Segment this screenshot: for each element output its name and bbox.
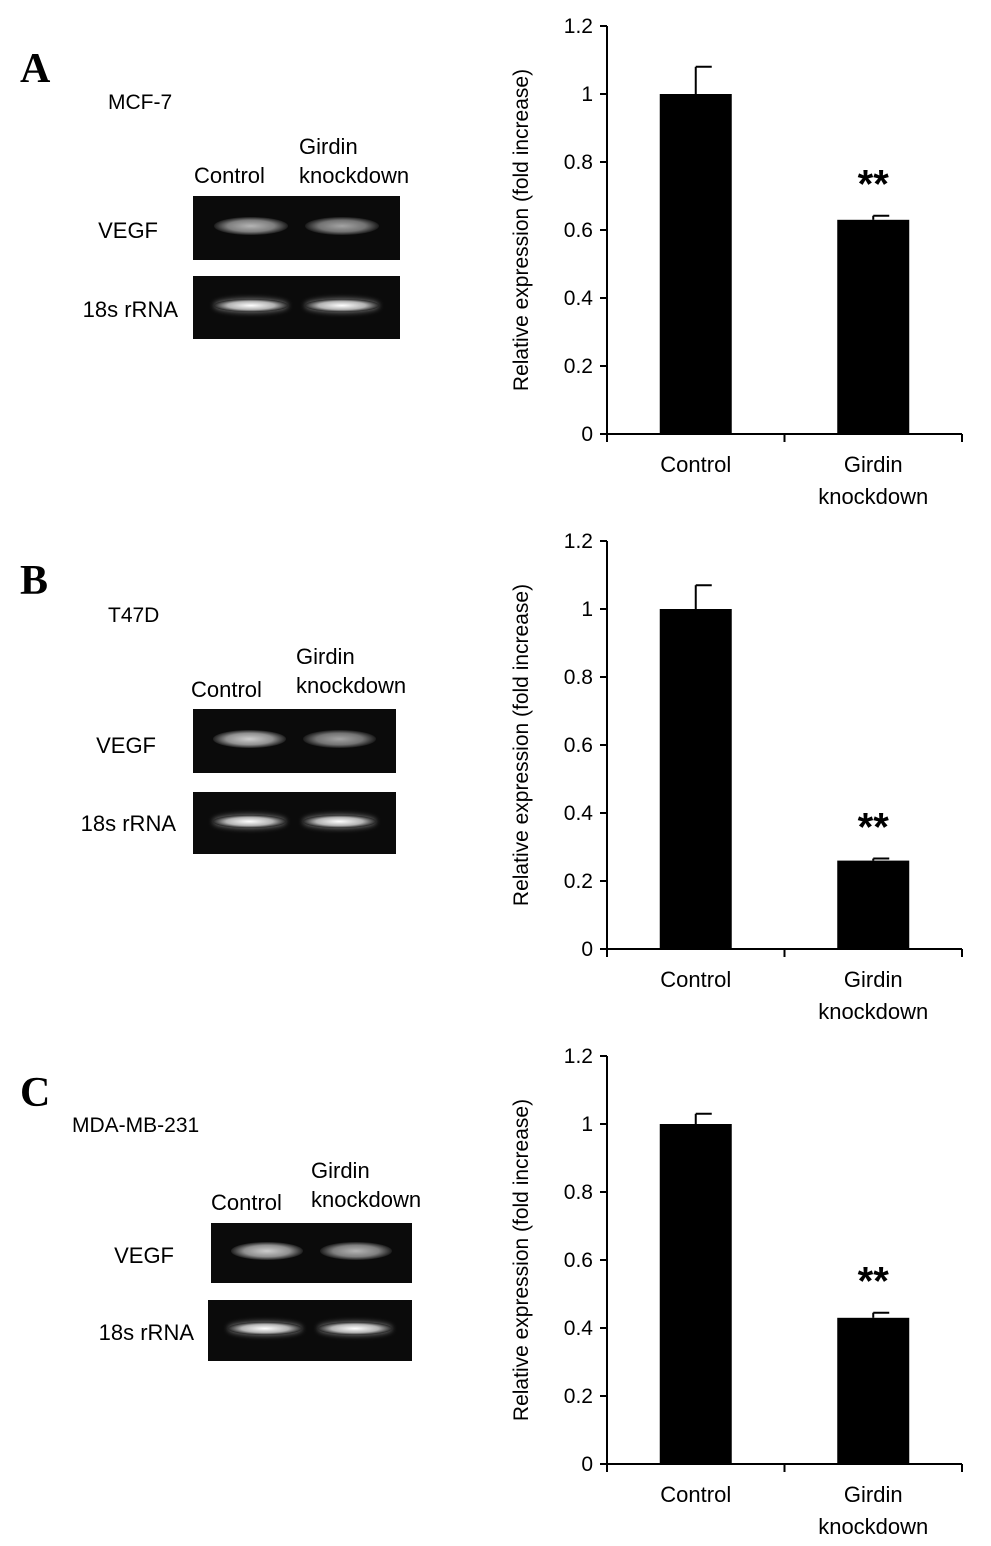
cell-line-label: MDA-MB-231 xyxy=(72,1114,200,1137)
significance-marker: ** xyxy=(858,1260,890,1304)
y-axis-label: Relative expression (fold increase) xyxy=(510,1099,533,1421)
gel-band xyxy=(302,814,376,828)
bar xyxy=(659,609,732,949)
y-tick-label: 0.6 xyxy=(564,219,593,242)
x-tick-label: Girdin xyxy=(844,452,903,477)
gel-column-knockdown: Girdin knockdown xyxy=(311,1156,421,1214)
gel-column-knockdown-line2: knockdown xyxy=(311,1187,422,1212)
gel-band xyxy=(319,1242,392,1260)
y-tick-label: 0.2 xyxy=(564,355,593,378)
gel-row-label-18s: 18s rRNA xyxy=(82,297,178,322)
y-tick-label: 0.8 xyxy=(564,1181,593,1204)
panel-letter: B xyxy=(20,558,49,604)
gel-image-vegf xyxy=(193,196,400,260)
gel-band xyxy=(213,217,289,235)
bar xyxy=(837,860,910,949)
x-tick-label: knockdown xyxy=(818,1514,928,1539)
cell-line-label: T47D xyxy=(108,604,160,627)
gel-band xyxy=(304,217,380,235)
x-tick-label: Control xyxy=(660,1482,731,1507)
gel-band xyxy=(302,730,376,748)
y-tick-label: 0 xyxy=(581,1453,593,1476)
bar xyxy=(659,94,732,434)
y-tick-label: 0 xyxy=(581,938,593,961)
significance-marker: ** xyxy=(858,163,890,207)
gel-band xyxy=(304,299,380,312)
gel-band xyxy=(213,730,287,748)
y-tick-label: 0.2 xyxy=(564,870,593,893)
y-axis-label: Relative expression (fold increase) xyxy=(510,69,533,391)
gel-section: B T47D Control Girdin knockdown VEGF 18s… xyxy=(0,515,480,1030)
bar xyxy=(837,219,910,434)
gel-image-vegf xyxy=(193,709,396,773)
x-tick-label: Girdin xyxy=(844,1482,903,1507)
bar-chart: 0 0.2 0.4 0.6 0.8 1 1.2 Control ** Girdin knockdow… xyxy=(510,1045,963,1539)
y-tick-label: 0.8 xyxy=(564,666,593,689)
y-tick-label: 0.4 xyxy=(564,1317,594,1340)
gel-image-18s xyxy=(208,1300,412,1361)
gel-band xyxy=(228,1322,302,1335)
gel-row-label-18s: 18s rRNA xyxy=(80,811,176,836)
gel-column-control: Control xyxy=(191,677,262,702)
y-tick-label: 0.2 xyxy=(564,1385,593,1408)
panel-letter: A xyxy=(20,46,51,92)
gel-row-label-vegf: VEGF xyxy=(98,218,158,243)
gel-column-knockdown-line2: knockdown xyxy=(299,163,410,188)
y-tick-label: 1.2 xyxy=(564,530,593,553)
gel-band xyxy=(318,1322,392,1335)
panel-a: A MCF-7 Control Girdin knockdown VEGF 18… xyxy=(0,0,991,515)
y-tick-label: 0 xyxy=(581,423,593,446)
gel-column-knockdown-line1: Girdin xyxy=(296,644,355,669)
x-tick-label: knockdown xyxy=(818,999,928,1024)
y-tick-label: 1.2 xyxy=(564,1045,593,1068)
x-tick-label: Control xyxy=(660,452,731,477)
bar xyxy=(659,1124,732,1464)
x-tick-label: Control xyxy=(660,967,731,992)
y-tick-label: 0.6 xyxy=(564,1249,593,1272)
gel-band xyxy=(213,814,287,828)
y-tick-label: 0.6 xyxy=(564,734,593,757)
y-tick-label: 1 xyxy=(581,598,593,621)
bar-chart: 0 0.2 0.4 0.6 0.8 1 1.2 Control ** Girdin knockdow… xyxy=(510,15,963,509)
gel-column-control: Control xyxy=(194,163,265,188)
x-tick-label: knockdown xyxy=(818,484,928,509)
gel-column-knockdown: Girdin knockdown xyxy=(296,642,406,700)
gel-column-knockdown-line1: Girdin xyxy=(299,134,358,159)
significance-marker: ** xyxy=(858,806,890,850)
panel-letter: C xyxy=(20,1070,51,1116)
gel-image-vegf xyxy=(211,1223,412,1283)
panel-c: C MDA-MB-231 Control Girdin knockdown VE… xyxy=(0,1030,991,1545)
bar xyxy=(837,1317,910,1464)
gel-column-knockdown-line2: knockdown xyxy=(296,673,407,698)
gel-section: C MDA-MB-231 Control Girdin knockdown VE… xyxy=(0,1030,480,1545)
cell-line-label: MCF-7 xyxy=(108,91,173,114)
y-tick-label: 0.8 xyxy=(564,151,593,174)
gel-section: A MCF-7 Control Girdin knockdown VEGF 18… xyxy=(0,0,480,515)
y-axis-label: Relative expression (fold increase) xyxy=(510,584,533,906)
bar-chart: 0 0.2 0.4 0.6 0.8 1 1.2 Control ** Girdin knockdow… xyxy=(510,530,963,1024)
gel-image-18s xyxy=(193,276,400,339)
panel-b: B T47D Control Girdin knockdown VEGF 18s… xyxy=(0,515,991,1030)
gel-band xyxy=(213,299,289,312)
gel-column-knockdown: Girdin knockdown xyxy=(299,132,409,190)
y-tick-label: 0.4 xyxy=(564,802,594,825)
gel-column-knockdown-line1: Girdin xyxy=(311,1158,370,1183)
y-tick-label: 1 xyxy=(581,83,593,106)
y-tick-label: 1.2 xyxy=(564,15,593,38)
gel-row-label-18s: 18s rRNA xyxy=(98,1320,194,1345)
x-tick-label: Girdin xyxy=(844,967,903,992)
gel-row-label-vegf: VEGF xyxy=(96,733,156,758)
gel-column-control: Control xyxy=(211,1190,282,1215)
y-tick-label: 1 xyxy=(581,1113,593,1136)
gel-image-18s xyxy=(193,792,396,854)
y-tick-label: 0.4 xyxy=(564,287,594,310)
gel-band xyxy=(231,1242,304,1260)
gel-row-label-vegf: VEGF xyxy=(114,1243,174,1268)
